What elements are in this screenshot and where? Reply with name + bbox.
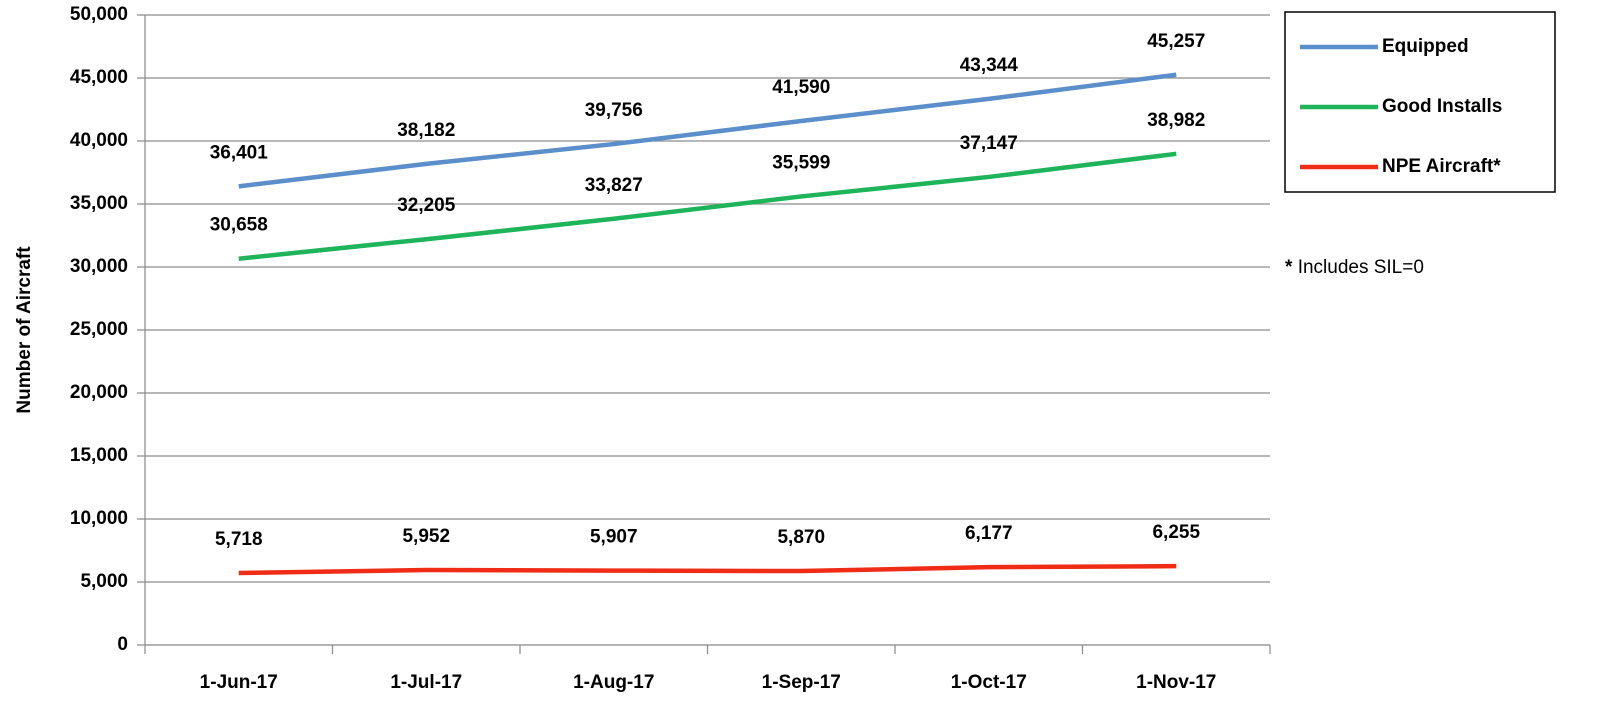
y-tick-label: 15,000 xyxy=(70,445,128,466)
y-tick-label: 20,000 xyxy=(70,382,128,403)
data-label: 37,147 xyxy=(960,133,1018,154)
data-label: 45,257 xyxy=(1147,31,1205,52)
data-label: 33,827 xyxy=(585,175,643,196)
y-tick-label: 50,000 xyxy=(70,4,128,25)
y-tick-label: 10,000 xyxy=(70,508,128,529)
data-label: 30,658 xyxy=(210,215,268,236)
series-line xyxy=(238,151,1177,261)
y-tick-label: 30,000 xyxy=(70,256,128,277)
x-tick-label: 1-Oct-17 xyxy=(951,672,1027,693)
footnote: * Includes SIL=0 xyxy=(1285,257,1424,278)
series-line xyxy=(238,72,1177,189)
y-tick-label: 25,000 xyxy=(70,319,128,340)
data-label: 6,177 xyxy=(965,523,1013,544)
data-label: 38,982 xyxy=(1147,110,1205,131)
footnote-marker: * xyxy=(1285,257,1293,278)
legend-box xyxy=(1284,11,1556,193)
data-label: 43,344 xyxy=(960,55,1019,76)
x-tick-label: 1-Jun-17 xyxy=(200,672,278,693)
data-label: 32,205 xyxy=(397,195,456,216)
data-label: 35,599 xyxy=(772,152,830,173)
y-axis-label: Number of Aircraft xyxy=(14,246,35,414)
x-tick-label: 1-Sep-17 xyxy=(762,672,841,693)
data-label: 6,255 xyxy=(1152,522,1200,543)
data-label: 41,590 xyxy=(772,77,830,98)
data-label: 5,952 xyxy=(402,526,450,547)
footnote-text: Includes SIL=0 xyxy=(1298,257,1424,278)
legend-label: Equipped xyxy=(1382,36,1469,57)
legend-label: Good Installs xyxy=(1382,96,1502,117)
x-tick-label: 1-Jul-17 xyxy=(390,672,462,693)
data-label: 5,907 xyxy=(590,527,638,548)
data-label: 36,401 xyxy=(210,142,269,163)
y-tick-label: 0 xyxy=(117,634,128,655)
x-tick-label: 1-Aug-17 xyxy=(573,672,654,693)
data-label: 38,182 xyxy=(397,120,455,141)
data-label: 39,756 xyxy=(585,100,643,121)
data-label: 5,870 xyxy=(777,527,825,548)
data-label: 5,718 xyxy=(215,529,263,550)
y-tick-label: 35,000 xyxy=(70,193,128,214)
y-tick-label: 40,000 xyxy=(70,130,128,151)
series-line xyxy=(238,563,1177,576)
x-tick-label: 1-Nov-17 xyxy=(1136,672,1216,693)
legend-label: NPE Aircraft* xyxy=(1382,156,1501,177)
y-tick-label: 5,000 xyxy=(80,571,128,592)
y-tick-label: 45,000 xyxy=(70,67,128,88)
